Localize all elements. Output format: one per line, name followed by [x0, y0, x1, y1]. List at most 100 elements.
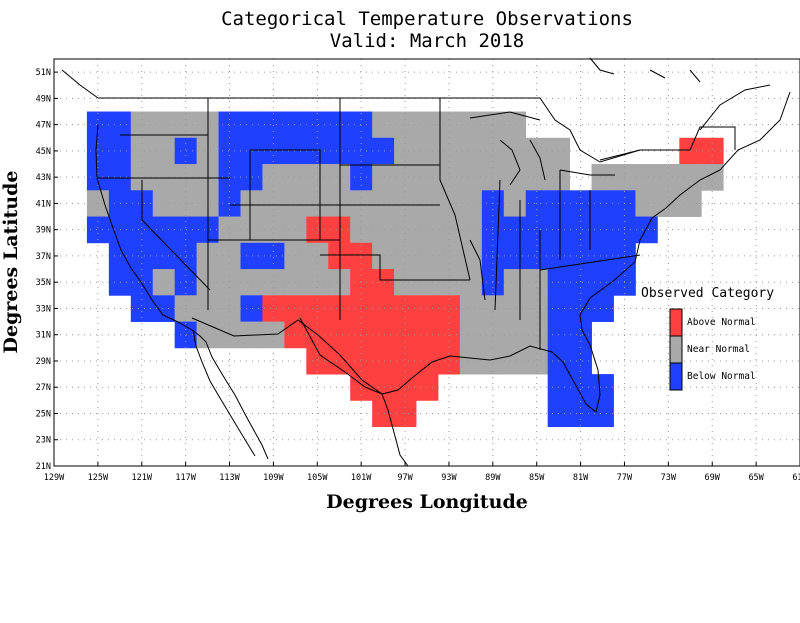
cell-near-normal	[503, 321, 527, 349]
cell-above-normal	[416, 295, 439, 322]
cell-near-normal	[372, 216, 395, 244]
legend-swatch-above	[669, 308, 683, 337]
cell-near-normal	[218, 242, 241, 270]
cell-near-normal	[481, 111, 505, 139]
cell-near-normal	[416, 216, 439, 244]
cell-near-normal	[218, 269, 241, 296]
cell-near-normal	[481, 137, 505, 165]
cell-below-normal	[328, 111, 351, 139]
coastline-canada	[61, 57, 701, 99]
cell-above-normal	[306, 347, 329, 375]
cell-near-normal	[416, 190, 439, 217]
cell-near-normal	[394, 242, 417, 270]
x-tick-label: 105W	[307, 473, 328, 483]
cell-below-normal	[525, 242, 549, 270]
cell-near-normal	[437, 216, 461, 244]
cell-near-normal	[525, 269, 549, 296]
cell-below-normal	[218, 137, 241, 165]
title-line1: Categorical Temperature Observations	[221, 8, 633, 30]
cell-near-normal	[437, 242, 461, 270]
cell-above-normal	[350, 321, 373, 349]
cell-near-normal	[394, 164, 417, 191]
cell-above-normal	[306, 295, 329, 322]
cell-near-normal	[218, 216, 241, 244]
cell-below-normal	[569, 374, 592, 401]
cell-above-normal	[284, 321, 307, 349]
cell-above-normal	[394, 374, 417, 401]
state-borders	[97, 98, 641, 350]
cell-near-normal	[525, 321, 549, 349]
cell-below-normal	[240, 164, 263, 191]
cell-near-normal	[394, 111, 417, 139]
cell-above-normal	[328, 216, 351, 244]
cell-below-normal	[218, 164, 241, 191]
x-tick-label: 117W	[175, 473, 196, 483]
cell-below-normal	[240, 295, 263, 322]
cell-near-normal	[262, 216, 285, 244]
y-tick-label: 35N	[36, 278, 51, 288]
cell-above-normal	[350, 347, 373, 375]
cell-near-normal	[152, 269, 176, 296]
y-tick-label: 31N	[36, 331, 51, 341]
y-tick-label: 47N	[36, 121, 51, 131]
cell-near-normal	[437, 111, 461, 139]
border-mexico	[191, 317, 383, 395]
cell-near-normal	[174, 111, 198, 139]
cell-below-normal	[372, 137, 395, 165]
cell-near-normal	[130, 164, 154, 191]
x-tick-label: 85W	[529, 473, 545, 483]
legend-swatch-below	[669, 362, 683, 391]
cell-below-normal	[306, 137, 329, 165]
cell-above-normal	[416, 374, 439, 401]
cell-near-normal	[459, 190, 483, 217]
cell-below-normal	[174, 216, 198, 244]
cell-above-normal	[416, 347, 439, 375]
legend-label-above: Above Normal	[687, 317, 756, 328]
cell-near-normal	[437, 269, 461, 296]
cell-near-normal	[372, 242, 395, 270]
cell-above-normal	[416, 321, 439, 349]
y-tick-label: 37N	[36, 252, 51, 262]
cell-above-normal	[372, 374, 395, 401]
y-tick-label: 29N	[36, 357, 51, 367]
cell-near-normal	[152, 111, 176, 139]
cell-near-normal	[459, 242, 483, 270]
cell-below-normal	[503, 242, 527, 270]
cell-below-normal	[481, 269, 505, 296]
x-tick-label: 81W	[573, 473, 589, 483]
cell-below-normal	[569, 269, 592, 296]
cell-near-normal	[635, 164, 658, 191]
cell-near-normal	[328, 164, 351, 191]
cell-above-normal	[350, 295, 373, 322]
cell-near-normal	[262, 321, 285, 349]
cell-near-normal	[262, 164, 285, 191]
x-tick-label: 109W	[263, 473, 284, 483]
cell-near-normal	[525, 295, 549, 322]
cell-near-normal	[152, 190, 176, 217]
cell-above-normal	[350, 374, 373, 401]
cell-below-normal	[284, 111, 307, 139]
cell-near-normal	[130, 111, 154, 139]
y-tick-label: 49N	[36, 94, 51, 104]
cell-near-normal	[152, 137, 176, 165]
cell-below-normal	[262, 111, 285, 139]
legend-title: Observed Category	[641, 286, 774, 301]
cell-near-normal	[503, 190, 527, 217]
cell-near-normal	[372, 190, 395, 217]
cell-above-normal	[394, 347, 417, 375]
cell-below-normal	[86, 137, 110, 165]
x-tick-label: 121W	[132, 473, 153, 483]
legend-items: Above Normal Near Normal Below Normal	[669, 308, 756, 391]
cell-below-normal	[174, 242, 198, 270]
cell-below-normal	[130, 242, 154, 270]
cell-near-normal	[459, 111, 483, 139]
x-tick-label: 101W	[351, 473, 372, 483]
y-tick-label: 27N	[36, 383, 51, 393]
cell-below-normal	[306, 111, 329, 139]
cell-above-normal	[437, 321, 461, 349]
cell-above-normal	[372, 269, 395, 296]
legend-swatch-near	[669, 335, 683, 364]
map-outlines	[61, 57, 791, 467]
y-tick-label: 41N	[36, 199, 51, 209]
